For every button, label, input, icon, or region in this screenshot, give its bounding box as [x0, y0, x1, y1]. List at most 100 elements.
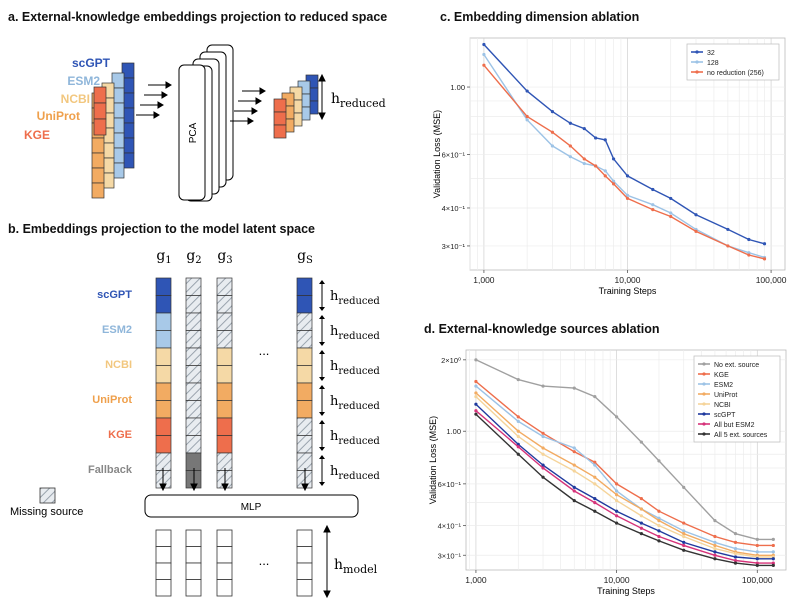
legend-item: NCBI — [698, 402, 731, 409]
panel-a-h-reduced-arrow — [318, 73, 326, 121]
data-point — [593, 509, 597, 513]
cell-scgpt — [155, 277, 172, 296]
data-point — [593, 460, 597, 464]
data-point — [516, 378, 520, 382]
data-point — [657, 518, 661, 523]
data-point — [474, 384, 478, 388]
data-point — [651, 187, 655, 192]
panel-b-ellipsis: ... — [259, 343, 270, 358]
row-label-uniprot: UniProt — [92, 394, 132, 406]
y-axis-label: Validation Loss (MSE) — [428, 416, 438, 504]
data-point — [550, 144, 555, 148]
data-point — [593, 496, 597, 501]
h-reduced-label-6: hreduced — [330, 464, 380, 482]
legend: 32 128 no reduction (256) — [686, 43, 780, 81]
data-point — [572, 498, 576, 503]
h-reduced-arrow-2 — [319, 315, 325, 346]
data-point — [639, 496, 643, 501]
data-point — [474, 358, 478, 362]
data-point — [771, 537, 775, 541]
data-point — [733, 540, 738, 544]
panel-d-title: d. External-knowledge sources ablation — [424, 322, 660, 336]
cell-scgpt — [155, 295, 172, 314]
gene-label-g3: g3 — [217, 248, 232, 266]
data-point — [682, 485, 686, 489]
h-reduced-arrow-5 — [319, 420, 325, 451]
y-tick-label: 6×10⁻¹ — [442, 150, 466, 159]
data-point — [603, 138, 607, 142]
data-point — [568, 155, 572, 159]
y-tick-label: 1.00 — [446, 427, 461, 436]
data-point — [713, 518, 717, 523]
cell-esm2 — [185, 312, 202, 331]
data-point — [525, 118, 529, 122]
svg-text:All 5 ext. sources: All 5 ext. sources — [714, 432, 768, 439]
data-point — [682, 543, 686, 548]
data-point — [593, 475, 597, 479]
data-point — [657, 534, 661, 539]
data-point — [733, 561, 738, 565]
missing-source-label: Missing source — [10, 506, 83, 518]
cell-fallback — [296, 452, 313, 471]
panel-a-reduced-kge — [273, 98, 287, 139]
cell-ncbi — [296, 365, 313, 384]
data-point — [657, 516, 661, 520]
legend-item: All but ESM2 — [698, 422, 755, 429]
data-point — [541, 475, 545, 479]
data-point — [771, 557, 775, 561]
data-point — [651, 208, 655, 212]
cell-scgpt — [185, 277, 202, 296]
data-point — [474, 412, 478, 416]
data-point — [625, 174, 630, 178]
data-point — [525, 89, 529, 93]
cell-kge — [296, 417, 313, 436]
data-point — [541, 446, 545, 450]
svg-text:All but ESM2: All but ESM2 — [714, 422, 755, 429]
data-point — [755, 537, 759, 541]
panel-a-column-kge — [93, 86, 107, 136]
data-point — [541, 452, 545, 456]
data-point — [733, 558, 738, 563]
data-point — [713, 543, 717, 548]
data-point — [611, 182, 616, 186]
data-point — [572, 463, 576, 467]
cell-kge — [155, 417, 172, 436]
data-point — [572, 485, 576, 489]
series-no-reduction-256- — [482, 63, 767, 261]
cell-kge — [185, 435, 202, 454]
series-scgpt — [474, 402, 775, 561]
data-point — [682, 521, 686, 525]
data-point — [733, 547, 738, 551]
data-point — [625, 196, 630, 201]
data-point — [482, 63, 486, 67]
data-point — [762, 242, 767, 246]
cell-ncbi — [155, 365, 172, 384]
panel-b-h-model-label: hmodel — [334, 557, 378, 576]
cell-uniprot — [296, 400, 313, 419]
row-label-fallback: Fallback — [88, 464, 133, 476]
missing-source-swatch — [39, 487, 56, 504]
cell-esm2 — [216, 330, 233, 349]
legend-item: ESM2 — [698, 382, 733, 389]
data-point — [657, 509, 661, 513]
chart-d: 1,000 10,000 100,000 2×10⁰ 1.00 6×10⁻¹ 4×10⁻¹ 3… — [428, 349, 787, 596]
data-point — [582, 126, 586, 131]
panel-a-reduced-stack — [273, 74, 319, 139]
panel-a-input-arrows — [136, 81, 172, 119]
series-uniprot — [474, 391, 775, 557]
data-point — [733, 532, 738, 536]
panel-b-gene-columns — [155, 277, 313, 489]
series-32 — [482, 42, 767, 246]
row-label-ncbi: NCBI — [105, 359, 132, 371]
data-point — [755, 563, 759, 567]
data-point — [682, 529, 686, 533]
x-tick-label: 1,000 — [465, 575, 487, 585]
data-point — [582, 161, 586, 166]
data-point — [516, 445, 520, 449]
h-reduced-arrow-6 — [319, 455, 325, 486]
h-reduced-label-2: hreduced — [330, 324, 380, 342]
mlp-label: MLP — [241, 502, 262, 513]
data-point — [615, 521, 619, 525]
panel-b-mlp-arrows — [159, 468, 309, 492]
data-point — [726, 227, 730, 232]
